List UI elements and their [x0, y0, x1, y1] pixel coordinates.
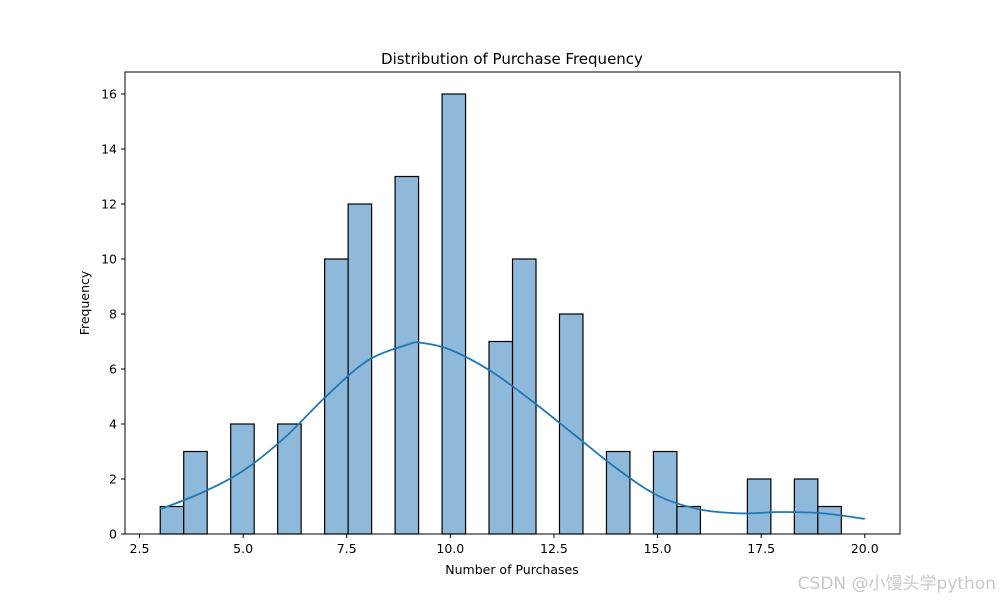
- x-axis-ticks: 2.5 5.0 7.5 10.0 12.5 15.0 17.5 20.0: [130, 534, 879, 556]
- bars-group: [159, 93, 842, 535]
- x-tick-label: 15.0: [644, 541, 672, 556]
- plot-frame: [124, 71, 901, 535]
- y-tick-label: 2: [109, 472, 117, 487]
- watermark-text: CSDN @小馒头学python: [797, 574, 996, 594]
- y-tick-label: 14: [101, 142, 117, 157]
- x-tick-label: 7.5: [337, 541, 357, 556]
- y-axis-ticks: 0 2 4 6 8 10 12 14 16: [101, 87, 125, 542]
- x-tick-label: 5.0: [233, 541, 253, 556]
- histogram-bar: [511, 258, 537, 535]
- y-tick-label: 12: [101, 197, 117, 212]
- x-tick-label: 2.5: [130, 541, 150, 556]
- x-tick-label: 12.5: [540, 541, 568, 556]
- histogram-bar: [652, 450, 678, 535]
- y-tick-label: 0: [109, 527, 117, 542]
- x-tick-label: 17.5: [747, 541, 775, 556]
- y-tick-label: 8: [109, 307, 117, 322]
- histogram-bar: [676, 505, 702, 535]
- y-tick-label: 4: [109, 417, 117, 432]
- y-axis-label: Frequency: [77, 270, 92, 335]
- histogram-bar: [558, 313, 584, 535]
- histogram-bar: [347, 203, 373, 535]
- y-tick-label: 6: [109, 362, 117, 377]
- y-tick-label: 16: [101, 87, 117, 102]
- histogram-bar: [817, 505, 842, 535]
- histogram-bar: [441, 93, 467, 535]
- x-axis-label: Number of Purchases: [445, 562, 578, 577]
- histogram-bar: [746, 478, 772, 535]
- kde-line: [159, 341, 865, 520]
- chart-title: Distribution of Purchase Frequency: [381, 50, 643, 68]
- histogram-bar: [793, 478, 819, 535]
- histogram-bar: [230, 423, 255, 535]
- kde-group: [159, 341, 865, 520]
- y-tick-label: 10: [101, 252, 117, 267]
- x-tick-label: 20.0: [851, 541, 879, 556]
- histogram-bar: [394, 175, 420, 535]
- histogram-bar: [324, 258, 349, 535]
- histogram-bar: [159, 505, 185, 535]
- x-tick-label: 10.0: [436, 541, 464, 556]
- histogram-bar: [488, 340, 514, 535]
